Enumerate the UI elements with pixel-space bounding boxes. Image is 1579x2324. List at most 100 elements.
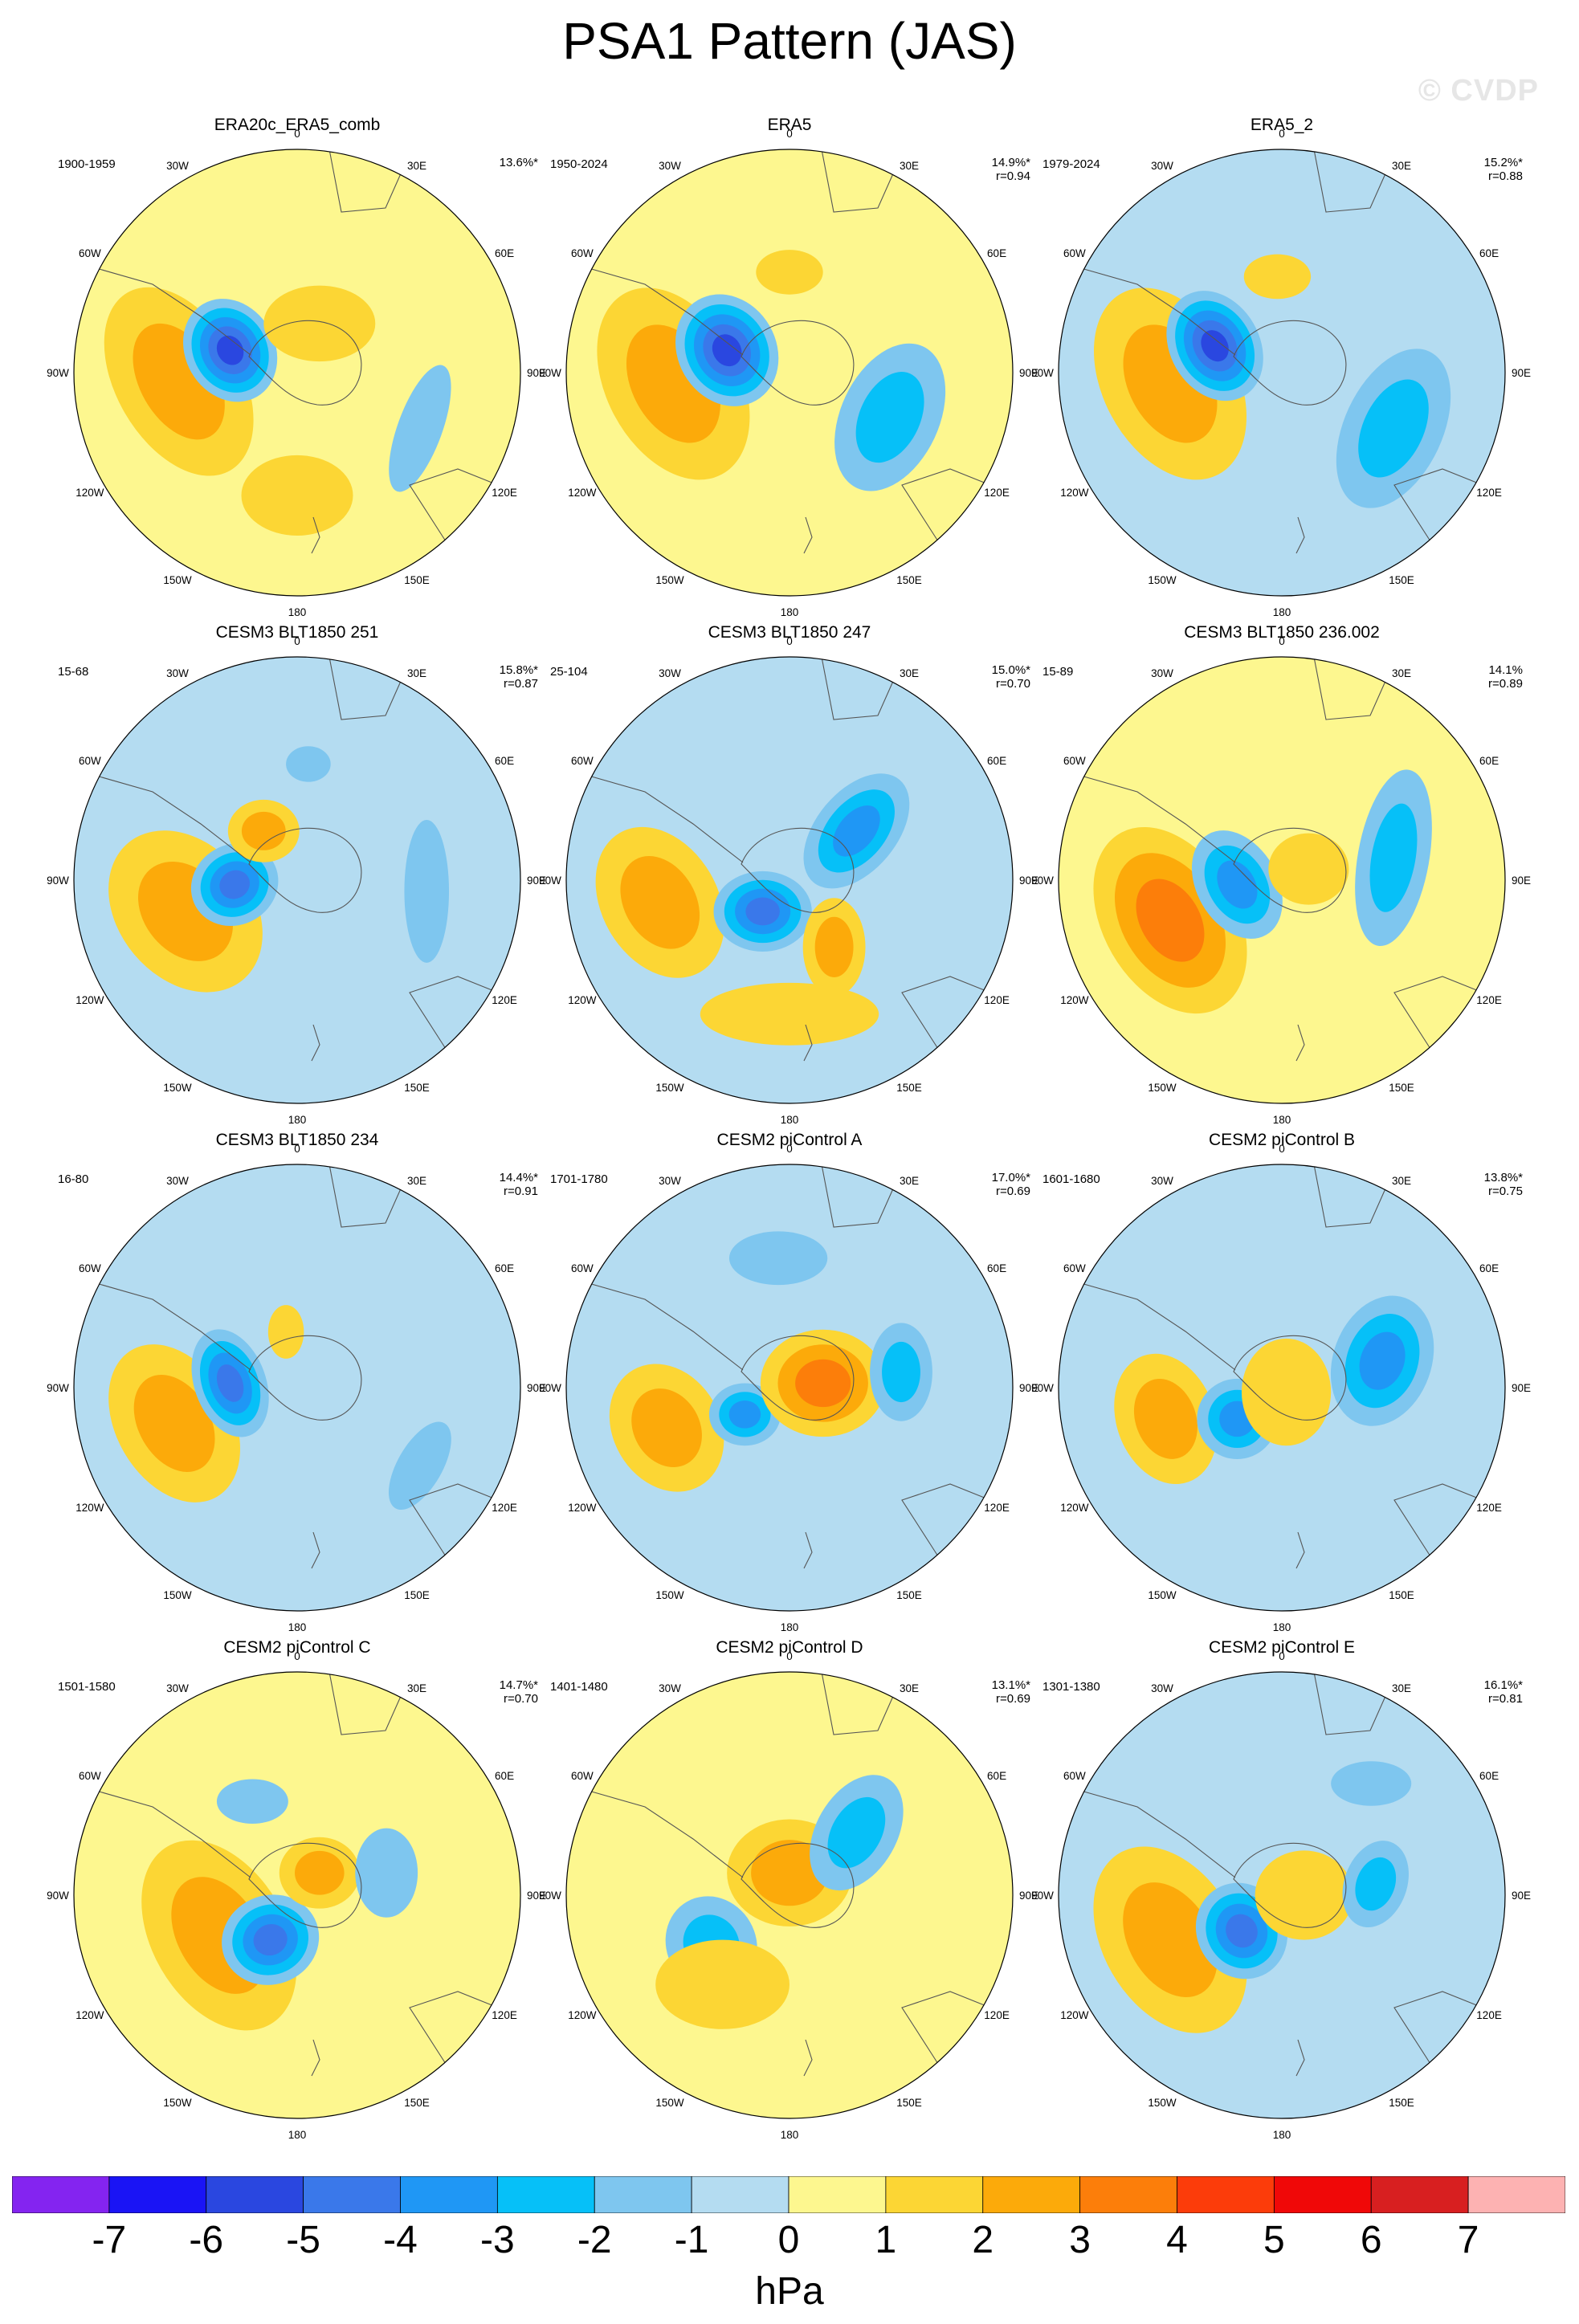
longitude-label: 180 [781, 606, 799, 618]
new-zealand-coastline [311, 2039, 320, 2077]
colorbar-tick: -7 [92, 2219, 127, 2261]
colorbar-swatch [1467, 2176, 1565, 2213]
longitude-label: 150W [655, 2097, 684, 2109]
contour-fill [814, 916, 854, 978]
longitude-label: 30E [1392, 1682, 1411, 1694]
colorbar-swatch [496, 2176, 595, 2213]
longitude-label: 150E [1389, 574, 1414, 586]
polar-map: 0 30E 60E 90E 120E 150E 180 150W 120W 90W 60W 30W [1031, 635, 1531, 1126]
longitude-label: 150E [404, 1082, 430, 1094]
colorbar-tick-labels: -7 -6 -5 -4 -3 -2 -1 0 1 2 3 4 5 6 7 [12, 2218, 1565, 2266]
map-boundary [565, 149, 1014, 597]
panel-period: 15-68 [58, 665, 89, 679]
colorbar [12, 2176, 1565, 2213]
longitude-label: 30E [407, 1175, 426, 1187]
longitude-label: 30W [1151, 667, 1173, 679]
polar-map: 0 30E 60E 90E 120E 150E 180 150W 120W 90W 60W 30W [47, 635, 546, 1126]
longitude-label: 150E [1389, 1589, 1414, 1601]
longitude-label: 150W [163, 574, 192, 586]
south-america-coastline [588, 1790, 744, 1878]
longitude-label: 90E [1512, 875, 1531, 887]
colorbar-swatch [594, 2176, 692, 2213]
longitude-label: 30W [166, 1175, 189, 1187]
longitude-label: 180 [288, 1621, 307, 1633]
south-america-coastline [1080, 1282, 1236, 1371]
longitude-label: 180 [1273, 1114, 1291, 1126]
map-panel: CESM2 piControl B 1601-1680 13.8%* r=0.75 0 3… [1025, 1131, 1539, 1645]
antarctica-coastline [248, 1335, 362, 1421]
map-panel: CESM2 piControl D 1401-1480 13.1%* r=0.69 0 3… [532, 1638, 1047, 2152]
panel-title: ERA5 [767, 116, 812, 134]
longitude-label: 180 [288, 1114, 307, 1126]
map-boundary [73, 1671, 521, 2119]
africa-coastline [821, 1672, 895, 1735]
contour-fill [253, 1924, 288, 1956]
contour-fill [700, 982, 879, 1046]
map-panel: CESM3 BLT1850 236.002 15-89 14.1% r=0.89 0 30… [1025, 623, 1539, 1137]
longitude-label: 150W [163, 2097, 192, 2109]
colorbar-swatch [1370, 2176, 1469, 2213]
longitude-label: 30W [659, 667, 681, 679]
colorbar-swatch [1079, 2176, 1177, 2213]
colorbar-tick: 1 [875, 2219, 897, 2261]
colorbar-swatch [12, 2176, 110, 2213]
colorbar-tick: 2 [972, 2219, 994, 2261]
panel-stats: 15.2%* r=0.88 [1483, 156, 1523, 183]
panel-title: CESM2 piControl B [1208, 1131, 1356, 1149]
antarctica-coastline [248, 1842, 362, 1928]
panel-stats: 14.1% r=0.89 [1488, 663, 1523, 691]
colorbar-tick: 5 [1263, 2219, 1285, 2261]
longitude-label: 30W [1151, 1175, 1173, 1187]
longitude-label: 60W [1063, 1770, 1086, 1782]
panel-title: CESM2 piControl C [223, 1638, 371, 1657]
longitude-label: 120E [984, 994, 1010, 1006]
longitude-label: 120E [1476, 2009, 1502, 2021]
panel-title: ERA5_2 [1250, 116, 1314, 134]
panel-period: 1979-2024 [1042, 157, 1100, 171]
antarctica-coastline [1233, 320, 1347, 406]
longitude-label: 90W [1031, 1890, 1054, 1902]
longitude-label: 150W [655, 574, 684, 586]
contour-fill [728, 1401, 761, 1429]
longitude-label: 60W [571, 247, 594, 259]
panel-period: 25-104 [550, 665, 588, 679]
longitude-label: 0 [294, 1143, 300, 1155]
australia-coastline [1393, 1483, 1483, 1557]
panel-period: 1301-1380 [1042, 1680, 1100, 1694]
longitude-label: 0 [294, 128, 300, 140]
new-zealand-coastline [311, 516, 320, 554]
africa-coastline [1313, 149, 1387, 213]
antarctica-coastline [1233, 827, 1347, 913]
contour-fill [1358, 379, 1429, 478]
contour-fill [241, 811, 286, 850]
colorbar-swatch [982, 2176, 1081, 2213]
new-zealand-coastline [1295, 2039, 1305, 2077]
longitude-label: 150W [1148, 2097, 1177, 2109]
longitude-label: 180 [1273, 1621, 1291, 1633]
africa-coastline [328, 657, 402, 720]
polar-map: 0 30E 60E 90E 120E 150E 180 150W 120W 90W 60W 30W [1031, 128, 1531, 618]
longitude-label: 120W [1060, 994, 1089, 1006]
antarctica-coastline [1233, 1842, 1347, 1928]
polar-map: 0 30E 60E 90E 120E 150E 180 150W 120W 90W 60W 30W [539, 128, 1038, 618]
longitude-label: 60E [1479, 755, 1499, 767]
new-zealand-coastline [1295, 1531, 1305, 1569]
longitude-label: 90W [539, 1382, 561, 1394]
new-zealand-coastline [311, 1531, 320, 1569]
new-zealand-coastline [1295, 1024, 1305, 1062]
contour-fill [133, 1374, 215, 1473]
longitude-label: 120E [1476, 487, 1502, 499]
colorbar-swatch [1177, 2176, 1275, 2213]
longitude-label: 90E [1512, 367, 1531, 379]
longitude-label: 180 [781, 1621, 799, 1633]
longitude-label: 150W [655, 1589, 684, 1601]
longitude-label: 30W [659, 160, 681, 172]
south-america-coastline [1080, 775, 1236, 863]
contour-fill [1355, 1857, 1397, 1911]
longitude-label: 30E [900, 1682, 919, 1694]
contour-fill [1241, 1338, 1332, 1446]
colorbar-tick: -5 [286, 2219, 320, 2261]
polar-map: 0 30E 60E 90E 120E 150E 180 150W 120W 90W 60W 30W [47, 1650, 546, 2141]
longitude-label: 90W [539, 875, 561, 887]
longitude-label: 0 [294, 635, 300, 647]
